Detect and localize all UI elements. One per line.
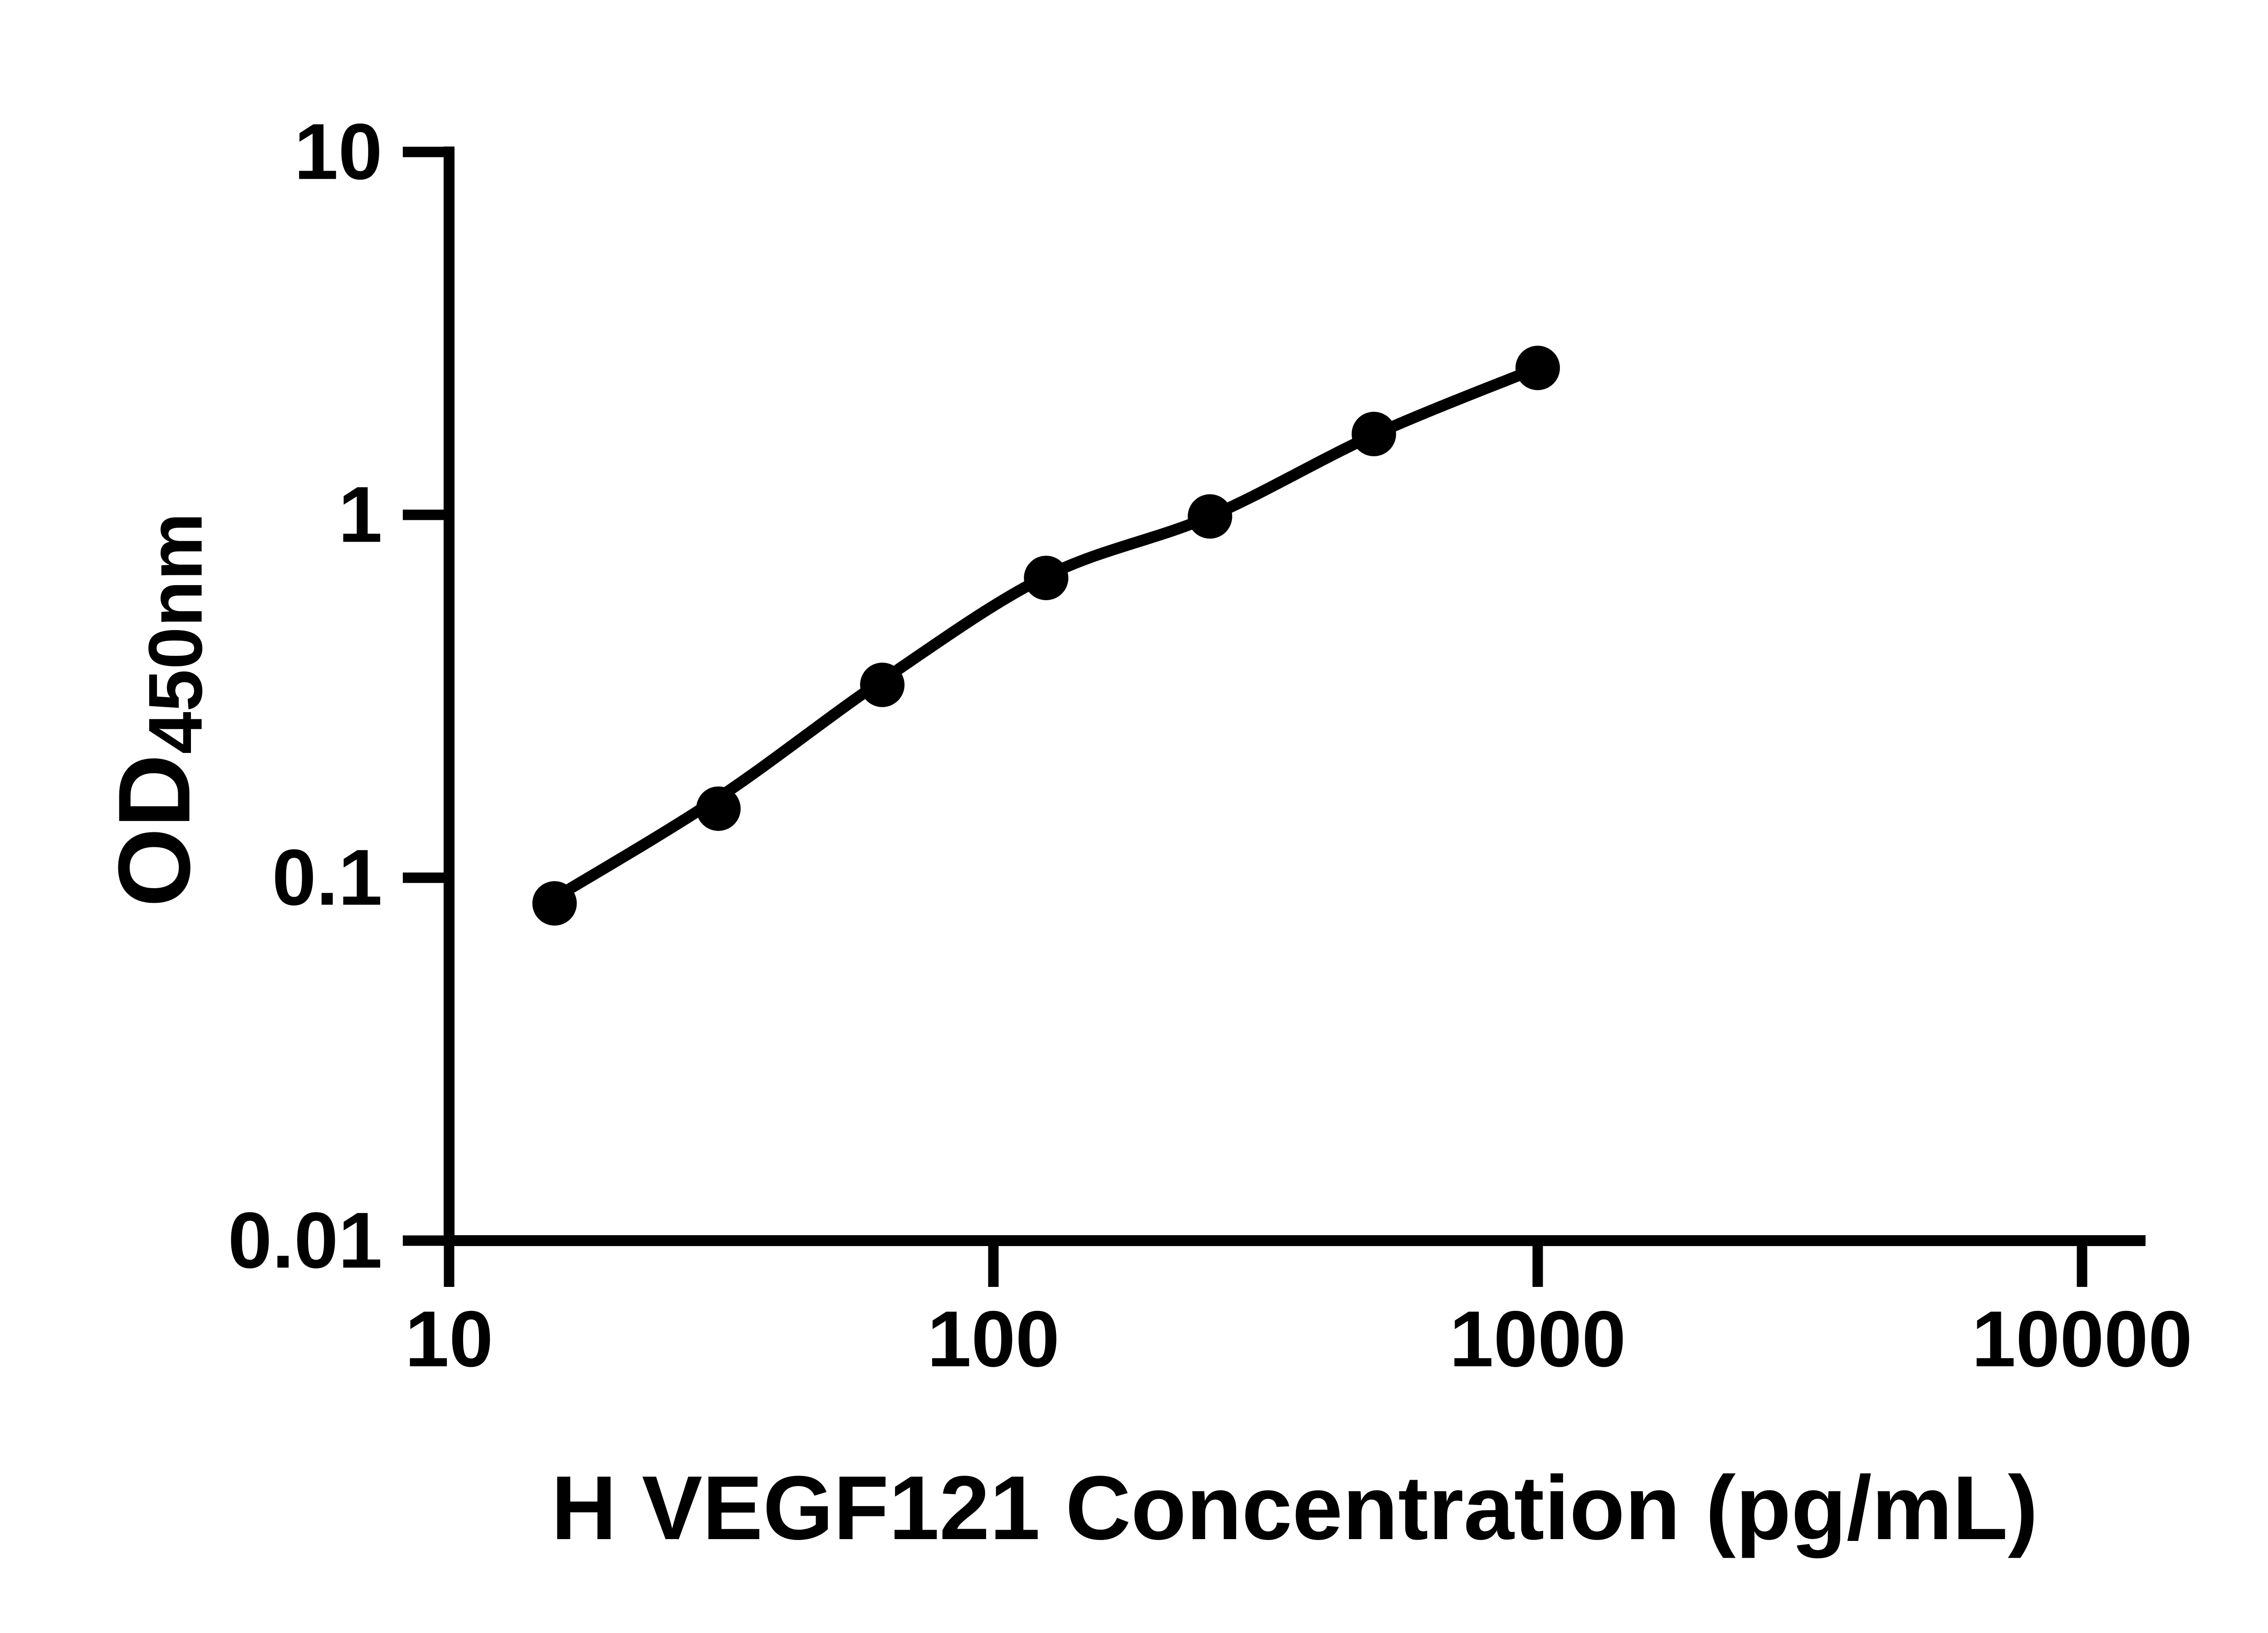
x-tick-label-10000: 10000	[1972, 1295, 2193, 1384]
y-tick-label-0.01: 0.01	[228, 1197, 382, 1285]
data-point-62.5pgml	[860, 662, 905, 707]
y-tick-label-1: 1	[338, 471, 382, 559]
y-axis-title-subscript: 450nm	[132, 513, 218, 754]
data-point-1000pgml	[1515, 346, 1560, 391]
x-tick-label-100: 100	[927, 1295, 1060, 1384]
y-axis-title-main: OD	[97, 754, 211, 907]
y-axis-title: OD450nm	[96, 513, 218, 907]
data-point-31.25pgml	[696, 786, 741, 831]
data-point-500pgml	[1351, 411, 1396, 456]
data-point-15.625pgml	[532, 881, 577, 926]
x-tick-label-10: 10	[405, 1295, 494, 1384]
data-point-250pgml	[1188, 494, 1232, 539]
x-tick-label-1000: 1000	[1449, 1295, 1626, 1384]
y-tick-label-0.1: 0.1	[272, 834, 382, 922]
data-point-125pgml	[1024, 556, 1069, 601]
y-tick-label-10: 10	[294, 108, 382, 196]
x-axis-title: H VEGF121 Concentration (pg/mL)	[551, 1457, 2038, 1559]
